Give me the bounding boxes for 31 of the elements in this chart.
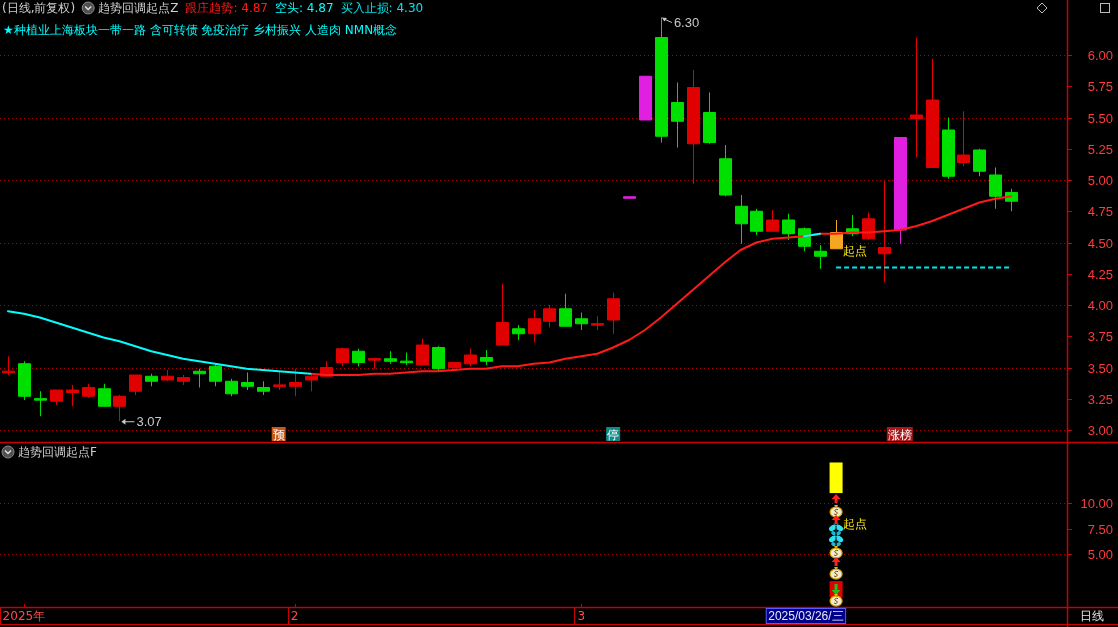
text: 日线 — [1080, 609, 1104, 623]
x-tick-label: 2025年 — [2, 609, 46, 623]
y-tick-label: 7.50 — [1087, 522, 1113, 537]
y-tick-label: 10.00 — [1080, 496, 1113, 511]
annotation: 起点 — [843, 517, 868, 532]
y-tick-label: 5.00 — [1087, 173, 1113, 188]
y-tick-label: 3.75 — [1087, 329, 1113, 344]
y-tick-label: 5.50 — [1087, 111, 1113, 126]
x-tick-label: 2 — [290, 609, 299, 623]
chart-subtitle: 趋势回调起点Z — [98, 1, 179, 15]
x-tick-label: 3 — [577, 609, 586, 623]
chart-title: 趋势回调起点F — [18, 445, 97, 459]
chart-title: (日线,前复权) — [2, 1, 76, 15]
y-tick-label: 5.25 — [1087, 142, 1113, 157]
y-tick-label: 4.25 — [1087, 267, 1113, 282]
text: 买入止损: 4.30 — [340, 1, 424, 15]
annotation: 3.07 — [136, 414, 162, 430]
annotation: 起点 — [843, 243, 868, 258]
y-tick-label: 5.00 — [1087, 547, 1113, 562]
y-tick-label: 3.00 — [1087, 423, 1113, 438]
y-tick-label: 6.00 — [1087, 48, 1113, 63]
text: 空头: 4.87 — [275, 1, 334, 15]
y-tick-label: 4.00 — [1087, 298, 1113, 313]
y-tick-label: 4.50 — [1087, 236, 1113, 251]
y-tick-label: 5.75 — [1087, 79, 1113, 94]
y-tick-label: 4.75 — [1087, 204, 1113, 219]
y-tick-label: 3.50 — [1087, 361, 1113, 376]
annotation: 6.30 — [673, 14, 700, 30]
text: 跟庄趋势: 4.87 — [185, 1, 268, 15]
y-tick-label: 3.25 — [1087, 392, 1113, 407]
annotation: ★种植业上海板块一带一路 含可转债 免疫治疗 乡村振兴 人造肉 NMN概念 — [3, 23, 398, 37]
